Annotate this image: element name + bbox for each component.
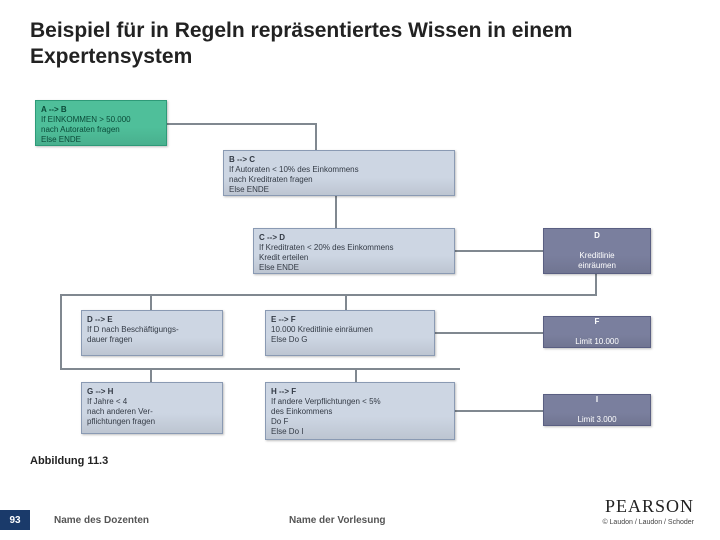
node-i-out: I Limit 3.000 (543, 394, 651, 426)
lecture-name: Name der Vorlesung (289, 515, 386, 526)
node-c: C --> DIf Kreditraten < 20% des Einkomme… (253, 228, 455, 274)
conn-f-fout (435, 332, 543, 334)
node-a-hdr: A --> B (41, 105, 67, 114)
node-h-hdr: H --> F (271, 387, 296, 396)
node-g-hdr: G --> H (87, 387, 113, 396)
node-f: E --> F10.000 Kreditlinie einräumen Else… (265, 310, 435, 356)
node-e: D --> EIf D nach Beschäftigungs- dauer f… (81, 310, 223, 356)
node-g-body: If Jahre < 4 nach anderen Ver- pflichtun… (87, 397, 155, 426)
conn-a-b-v (315, 123, 317, 150)
lecturer-name: Name des Dozenten (54, 515, 149, 526)
page-number-badge: 93 (0, 510, 30, 530)
slide: Beispiel für in Regeln repräsentiertes W… (0, 0, 720, 540)
conn-row3-row4-stub (60, 294, 62, 370)
node-f-body: 10.000 Kreditlinie einräumen Else Do G (271, 325, 373, 344)
conn-row3-row4-h (60, 368, 460, 370)
node-d-body: Kreditlinie einräumen (549, 251, 645, 271)
flowchart: A --> BIf EINKOMMEN > 50.000 nach Autora… (35, 100, 685, 450)
node-iout-hdr: I (549, 395, 645, 405)
node-h: H --> FIf andere Verpflichtungen < 5% de… (265, 382, 455, 440)
conn-to-h (355, 368, 357, 382)
node-fout-hdr: F (549, 317, 645, 327)
node-a-body: If EINKOMMEN > 50.000 nach Autoraten fra… (41, 115, 131, 144)
node-g: G --> HIf Jahre < 4 nach anderen Ver- pf… (81, 382, 223, 434)
conn-to-e (150, 294, 152, 310)
conn-d-row3-v (595, 274, 597, 294)
conn-a-b (167, 123, 317, 125)
node-e-hdr: D --> E (87, 315, 113, 324)
node-a: A --> BIf EINKOMMEN > 50.000 nach Autora… (35, 100, 167, 146)
conn-c-d (455, 250, 543, 252)
slide-title: Beispiel für in Regeln repräsentiertes W… (30, 18, 690, 71)
node-b-hdr: B --> C (229, 155, 255, 164)
logo-text: PEARSON (602, 496, 694, 517)
node-f-out: F Limit 10.000 (543, 316, 651, 348)
conn-d-row3-h (60, 294, 597, 296)
node-d-hdr: D (549, 231, 645, 241)
node-c-body: If Kreditraten < 20% des Einkommens Kred… (259, 243, 394, 272)
footer: 93 Name des Dozenten Name der Vorlesung … (0, 498, 720, 540)
node-e-body: If D nach Beschäftigungs- dauer fragen (87, 325, 179, 344)
node-fout-body: Limit 10.000 (549, 337, 645, 347)
conn-to-g (150, 368, 152, 382)
conn-to-f (345, 294, 347, 310)
node-f-hdr: E --> F (271, 315, 296, 324)
node-c-hdr: C --> D (259, 233, 285, 242)
node-d: D Kreditlinie einräumen (543, 228, 651, 274)
conn-h-i (455, 410, 543, 412)
publisher-logo: PEARSON © Laudon / Laudon / Schoder (602, 496, 694, 526)
copyright-text: © Laudon / Laudon / Schoder (602, 519, 694, 526)
conn-b-c (335, 196, 337, 228)
node-b: B --> CIf Autoraten < 10% des Einkommens… (223, 150, 455, 196)
node-iout-body: Limit 3.000 (549, 415, 645, 425)
node-h-body: If andere Verpflichtungen < 5% des Einko… (271, 397, 381, 436)
figure-caption: Abbildung 11.3 (30, 455, 108, 467)
node-b-body: If Autoraten < 10% des Einkommens nach K… (229, 165, 359, 194)
